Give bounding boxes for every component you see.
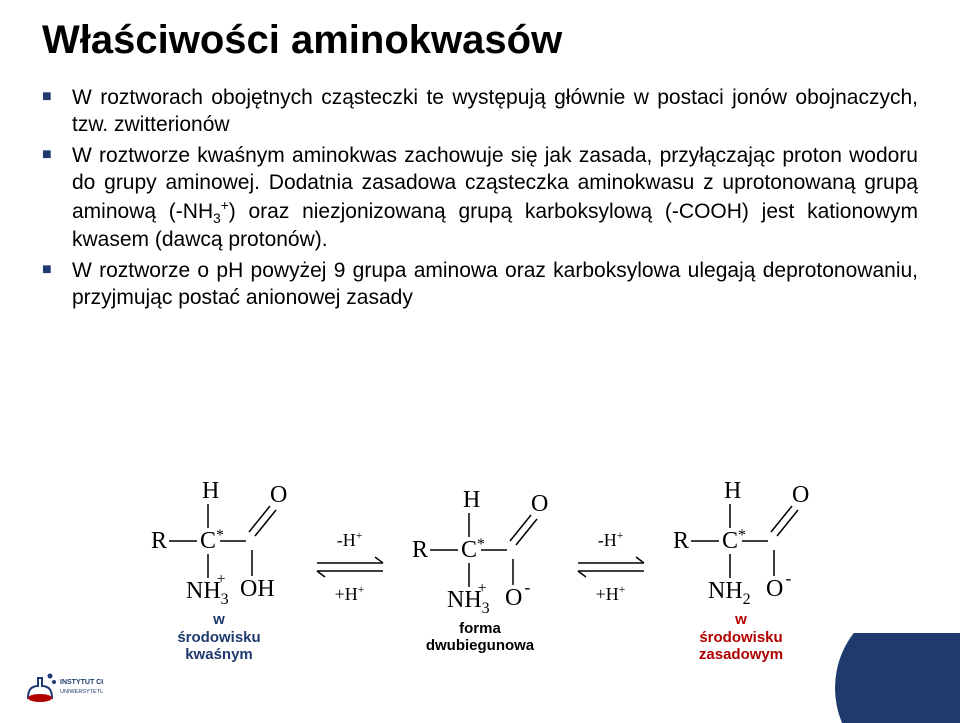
svg-text:C: C [461,537,477,563]
h-label: H [202,478,219,504]
svg-text:O-: O- [766,568,791,602]
svg-text:UNIWERSYTETU ŚLĄSKIEGO: UNIWERSYTETU ŚLĄSKIEGO [60,687,103,695]
equilibrium-arrow: -H+ +H+ [311,529,389,605]
arrow-top-label: -H+ [598,529,624,551]
arrow-bot-label: +H+ [335,583,365,605]
svg-text:O-: O- [505,577,530,611]
molecule-svg: R C * H NH2 O O- [664,470,819,605]
molecule-caption: forma dwubiegunowa [426,620,534,655]
equilibrium-icon [311,555,389,579]
svg-text:H: H [724,478,741,504]
institute-logo: INSTYTUT CHEMII UNIWERSYTETU ŚLĄSKIEGO [18,668,103,713]
arrow-bot-label: +H+ [596,583,626,605]
svg-text:O: O [531,491,548,517]
svg-text:C: C [722,528,738,554]
bullet-item: W roztworach obojętnych cząsteczki te wy… [42,85,918,139]
svg-text:NH2: NH2 [708,578,751,605]
equilibrium-icon [572,555,650,579]
arrow-top-label: -H+ [337,529,363,551]
o-bot: OH [240,576,275,602]
svg-text:R: R [412,537,428,563]
molecule-caption: w środowisku zasadowym [699,611,783,663]
molecule-caption: w środowisku kwaśnym [177,611,260,663]
svg-text:H: H [463,487,480,513]
svg-text:INSTYTUT CHEMII: INSTYTUT CHEMII [60,679,103,686]
bullet-item: W roztworze o pH powyżej 9 grupa aminowa… [42,258,918,312]
molecule-svg: R C * H NH3+ O O- [403,479,558,614]
svg-text:O: O [792,482,809,508]
page-title: Właściwości aminokwasów [42,18,918,63]
molecule-acidic: R C * H NH3+ O OH w środowisku kwaśnym [142,470,297,663]
molecule-basic: R C * H NH2 O O- w środowisku zasadowym [664,470,819,663]
molecule-zwitterion: R C * H NH3+ O O- forma dwubiegunowa [403,479,558,655]
molecule-svg: R C * H NH3+ O OH [142,470,297,605]
bullet-list: W roztworach obojętnych cząsteczki te wy… [42,85,918,312]
r-label: R [151,528,167,554]
bullet-text: W roztworze kwaśnym aminokwas zachowuje … [72,144,918,251]
corner-decoration [830,633,960,723]
svg-text:R: R [673,528,689,554]
o-top: O [270,482,287,508]
equilibrium-arrow: -H+ +H+ [572,529,650,605]
bullet-item: W roztworze kwaśnym aminokwas zachowuje … [42,143,918,254]
reaction-diagram: R C * H NH3+ O OH w środowisku kwaśnym [0,470,960,663]
c-label: C [200,528,216,554]
